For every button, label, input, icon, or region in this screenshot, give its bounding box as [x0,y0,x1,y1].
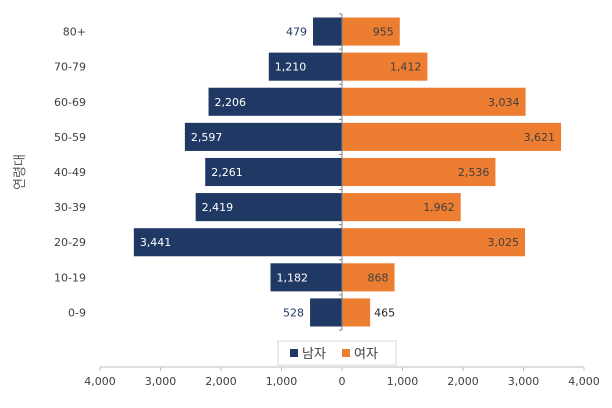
data-label: 1,412 [390,61,422,74]
category-label: 0-9 [68,306,86,319]
legend-swatch [342,349,350,357]
bar [342,52,428,81]
bar [310,298,342,327]
category-label: 30-39 [54,201,86,214]
category-label: 60-69 [54,96,86,109]
axes: 4,000 3,000 2,000 1,000 0 1,000 2,000 3,000 4,00… [84,13,600,388]
data-label: 3,441 [140,236,172,249]
data-label: 2,261 [211,166,243,179]
x-tick-label: 3,000 [145,375,177,388]
data-label: 3,034 [488,96,520,109]
category-label: 20-29 [54,236,86,249]
bar [342,87,526,116]
category-label: 50-59 [54,131,86,144]
data-label: 1,962 [423,201,455,214]
bar [208,87,342,116]
bar [342,228,526,257]
bar [133,228,342,257]
bar [342,263,395,292]
bar [195,193,342,222]
data-label: 2,536 [458,166,490,179]
bars [133,17,562,327]
data-label: 3,025 [488,236,520,249]
category-label: 10-19 [54,271,86,284]
bar [184,122,342,151]
category-label: 40-49 [54,166,86,179]
category-label: 70-79 [54,61,86,74]
x-tick-label: 4,000 [568,375,600,388]
legend: 남자 여자 [277,340,397,366]
category-label: 80+ [63,26,86,39]
x-tick-label: 1,000 [266,375,298,388]
category-labels: 80+ 70-79 60-69 50-59 40-49 30-39 20-29 10-19 0-… [54,26,86,320]
data-label: 2,419 [202,201,234,214]
bar [342,157,496,187]
x-tick-label: 2,000 [205,375,237,388]
x-tick-label: 2,000 [447,375,479,388]
legend-swatch [290,349,298,357]
x-tick-label: 0 [339,375,346,388]
data-label: 2,597 [191,131,223,144]
x-tick-label: 3,000 [508,375,540,388]
x-tick-label: 4,000 [84,375,116,388]
bar [268,52,342,81]
bar [342,122,562,151]
data-label: 465 [374,306,395,319]
x-tick-label: 1,000 [387,375,419,388]
bar [342,17,400,46]
bar [342,298,371,327]
bar [313,17,342,46]
data-label: 868 [368,271,389,284]
data-label: 479 [286,26,307,39]
legend-label: 남자 [302,347,326,362]
bar [270,263,342,292]
data-label: 1,182 [276,271,308,284]
data-label: 3,621 [524,131,556,144]
data-label: 955 [373,26,394,39]
y-axis-label: 연령대 [13,154,28,190]
data-label: 2,206 [215,96,247,109]
bar [205,157,342,187]
bar [342,193,461,222]
legend-label: 여자 [354,347,378,362]
data-labels: 479 955 1,210 1,412 2,206 3,034 2,597 3,621 2,26… [140,26,555,320]
data-label: 528 [283,306,304,319]
data-label: 1,210 [275,61,307,74]
